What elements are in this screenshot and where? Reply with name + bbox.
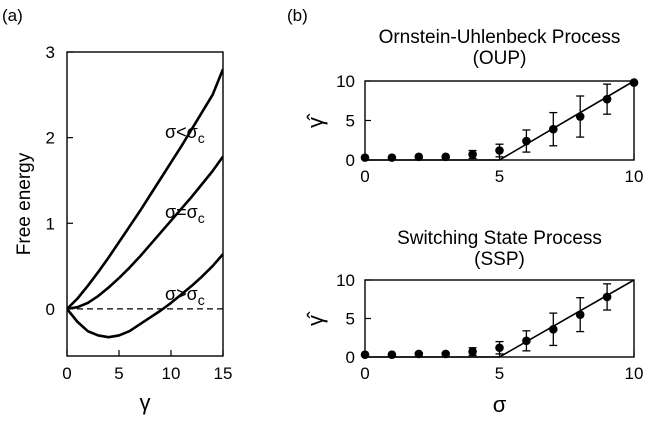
panel-label-a: (a): [2, 6, 23, 25]
data-point: [549, 324, 558, 334]
y-tick-label: 10: [336, 271, 355, 290]
chart-ssp: Switching State Process(SSP) 0 5 10 0 5 10 γ̂ σ: [303, 228, 643, 417]
series-line-2: [67, 155, 223, 311]
x-tick-label: 0: [360, 167, 369, 186]
x-tick-label: 5: [495, 167, 504, 186]
y-tick-label: 5: [346, 310, 355, 329]
y-tick-label: 10: [336, 72, 355, 91]
chart-oup: Ornstein-Uhlenbeck Process(OUP) 0 5 10 0 5 10 γ…: [303, 27, 643, 186]
x-tick-label: 10: [162, 364, 181, 383]
data-point: [441, 152, 451, 162]
chart-title-line-1: Ornstein-Uhlenbeck Process: [379, 27, 621, 48]
y-tick-label: 0: [46, 300, 55, 319]
data-point: [575, 112, 585, 121]
y-tick-label: 2: [46, 129, 55, 148]
x-tick-label: 0: [62, 364, 71, 383]
y-axis-label: Free energy: [14, 152, 35, 255]
data-point: [522, 336, 531, 346]
data-point: [495, 146, 504, 155]
data-point: [414, 349, 424, 359]
panel-label-b: (b): [287, 6, 308, 25]
y-tick-label: 0: [346, 151, 355, 170]
x-tick-label: 10: [625, 364, 644, 383]
series-label-subscript: c: [198, 210, 205, 226]
series-label-subscript: c: [198, 292, 205, 308]
x-axis-label: σ: [493, 392, 507, 417]
plot-frame-a: [66, 51, 224, 357]
y-axis-label: γ̂: [303, 113, 328, 128]
x-tick-label: 5: [114, 364, 123, 383]
series-line-3: [67, 253, 223, 339]
y-tick-label: 1: [46, 214, 55, 233]
x-axis-label: γ: [140, 390, 151, 415]
x-tick-label: 10: [625, 167, 644, 186]
chart-title-line-1: Switching State Process: [397, 228, 602, 249]
data-point: [468, 347, 477, 356]
data-point: [441, 349, 451, 359]
y-tick-label: 5: [346, 112, 355, 131]
x-tick-label: 15: [214, 364, 233, 383]
data-point: [468, 150, 477, 159]
data-point: [549, 124, 558, 134]
data-point: [602, 292, 612, 302]
y-tick-label: 3: [46, 43, 55, 62]
data-point: [602, 94, 612, 104]
y-axis-label: γ̂: [303, 311, 328, 326]
data-point: [575, 310, 585, 319]
series-line-1: [67, 68, 223, 310]
data-point: [414, 152, 424, 162]
data-point: [495, 343, 504, 353]
data-point: [387, 350, 397, 359]
chart-title-line-2: (OUP): [473, 48, 527, 69]
series-label-subscript: c: [198, 130, 205, 146]
y-tick-label: 0: [346, 348, 355, 367]
x-tick-label: 5: [495, 364, 504, 383]
x-tick-label: 0: [360, 364, 369, 383]
data-point: [522, 136, 531, 146]
chart-title-line-2: (SSP): [474, 249, 525, 270]
